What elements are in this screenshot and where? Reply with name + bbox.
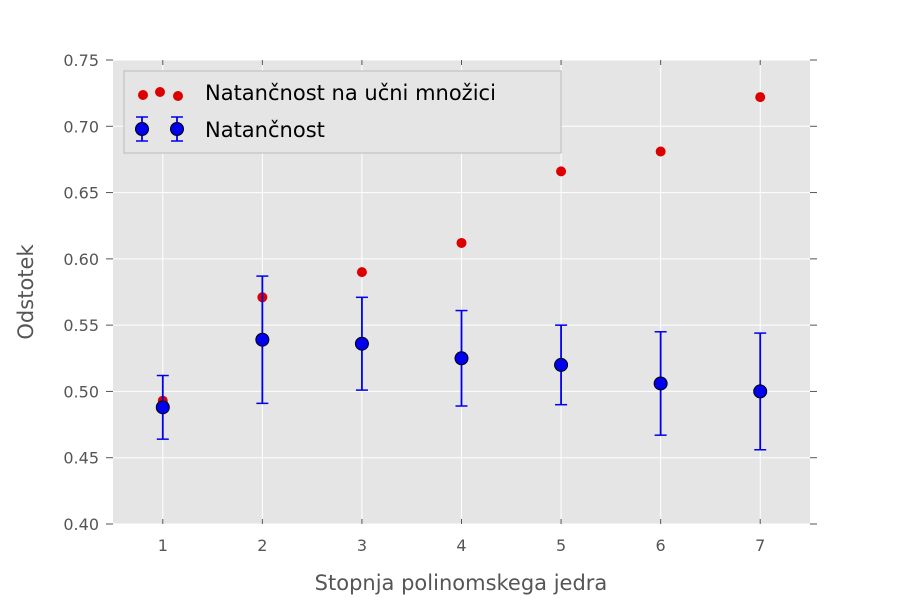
accuracy-point: [454, 351, 469, 366]
x-tick-label: 5: [556, 536, 566, 555]
accuracy-point: [753, 384, 768, 399]
data-marks: [155, 92, 768, 451]
x-tick-label: 2: [257, 536, 267, 555]
y-tick-label: 0.70: [63, 117, 99, 136]
accuracy-point: [255, 332, 270, 347]
legend-label-train-accuracy: Natančnost na učni množici: [205, 81, 496, 105]
y-tick-label: 0.65: [63, 184, 99, 203]
x-tick-label: 7: [755, 536, 765, 555]
train-accuracy-point: [556, 166, 567, 177]
y-tick-label: 0.55: [63, 316, 99, 335]
legend-dot: [173, 91, 183, 101]
legend-box: [123, 70, 562, 154]
y-axis-label: Odstotek: [14, 244, 38, 340]
accuracy-point: [155, 400, 170, 415]
legend-dot: [138, 90, 148, 100]
train-accuracy-point: [755, 92, 766, 103]
accuracy-point: [653, 376, 668, 391]
axis-ticks: 1 2 3 4 5 6 7 0.40 0.45 0.50 0.55 0.60 0.65 0.70 0.75: [63, 51, 817, 555]
legend-point: [135, 122, 149, 136]
legend-label-accuracy: Natančnost: [205, 118, 325, 142]
y-tick-label: 0.60: [63, 250, 99, 269]
x-axis-label: Stopnja polinomskega jedra: [315, 571, 608, 595]
x-tick-label: 4: [456, 536, 466, 555]
x-tick-label: 3: [357, 536, 367, 555]
legend-marker-accuracy: [135, 116, 184, 142]
legend-marker-train-accuracy: [138, 87, 183, 101]
train-accuracy-point: [356, 267, 367, 278]
x-tick-label: 1: [158, 536, 168, 555]
train-accuracy-point: [655, 146, 666, 157]
accuracy-point: [554, 357, 569, 372]
y-tick-label: 0.75: [63, 51, 99, 70]
legend: Natančnost na učni množici Natančnost: [123, 70, 562, 154]
train-accuracy-point: [456, 237, 467, 248]
accuracy-point: [354, 336, 369, 351]
y-tick-label: 0.40: [63, 515, 99, 534]
y-tick-label: 0.50: [63, 382, 99, 401]
x-tick-label: 6: [656, 536, 666, 555]
legend-dot: [155, 87, 165, 97]
legend-point: [170, 122, 184, 136]
y-tick-label: 0.45: [63, 449, 99, 468]
